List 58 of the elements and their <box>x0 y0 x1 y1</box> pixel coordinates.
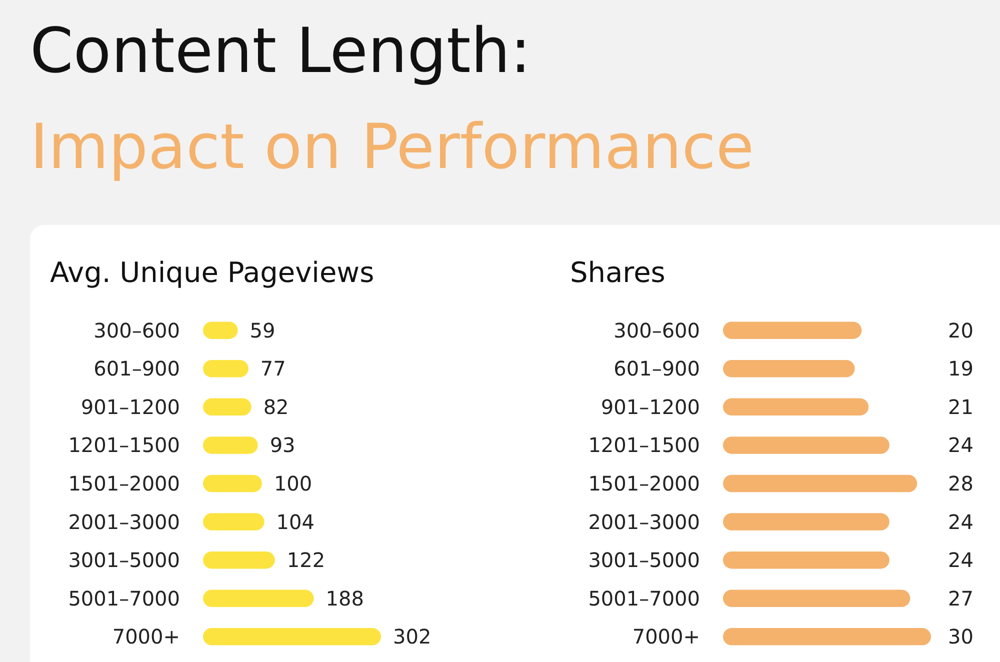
data-label: 27 <box>948 586 974 610</box>
bar <box>723 590 910 607</box>
bar <box>723 628 931 646</box>
y-tick-label: 300–600 <box>94 318 180 342</box>
y-tick-label: 3001–5000 <box>588 548 700 572</box>
bar <box>723 322 862 339</box>
data-label: 100 <box>274 472 312 496</box>
text: Content Length: <box>30 14 532 87</box>
bar <box>203 513 264 530</box>
data-label: 19 <box>948 356 974 381</box>
bar <box>203 590 314 607</box>
y-tick-label: 5001–7000 <box>588 586 700 610</box>
data-label: 28 <box>948 472 974 496</box>
data-label: 21 <box>948 394 974 419</box>
data-label: 77 <box>260 356 286 381</box>
data-label: 302 <box>393 624 432 649</box>
bar <box>203 474 262 492</box>
data-label: 24 <box>948 510 974 534</box>
bar <box>723 436 890 454</box>
y-tick-label: 601–900 <box>94 356 180 381</box>
y-tick-label: 5001–7000 <box>68 586 180 610</box>
bar <box>203 628 381 646</box>
bar <box>203 398 252 416</box>
y-tick-label: 3001–5000 <box>68 548 180 572</box>
text: Impact on Performance <box>30 110 754 183</box>
bar <box>723 551 890 569</box>
data-label: 24 <box>948 548 974 572</box>
chart-title: Shares <box>570 256 666 289</box>
y-tick-label: 300–600 <box>614 318 700 342</box>
y-tick-label: 2001–3000 <box>68 510 180 534</box>
bar <box>203 322 238 339</box>
data-label: 59 <box>250 318 276 342</box>
data-label: 122 <box>286 548 326 572</box>
y-tick-label: 1201–1500 <box>588 433 700 458</box>
data-label: 82 <box>263 394 289 419</box>
data-label: 30 <box>948 624 974 649</box>
bar <box>203 436 258 454</box>
y-tick-label: 7000+ <box>112 624 180 649</box>
data-label: 188 <box>326 586 364 610</box>
bar <box>723 513 890 530</box>
bar <box>723 474 918 492</box>
bar <box>203 360 248 378</box>
data-label: 104 <box>276 510 314 534</box>
bar <box>723 398 869 416</box>
data-label: 20 <box>948 318 974 342</box>
y-tick-label: 1201–1500 <box>68 433 180 458</box>
y-tick-label: 601–900 <box>614 356 700 381</box>
bar <box>723 360 855 378</box>
bar <box>203 551 275 569</box>
y-tick-label: 901–1200 <box>80 394 180 419</box>
chart-title: Avg. Unique Pageviews <box>50 256 374 289</box>
y-tick-label: 2001–3000 <box>588 510 700 534</box>
y-tick-label: 1501–2000 <box>588 472 700 496</box>
y-tick-label: 7000+ <box>632 624 700 649</box>
data-label: 24 <box>948 433 974 458</box>
y-tick-label: 901–1200 <box>600 394 700 419</box>
data-label: 93 <box>270 433 296 458</box>
y-tick-label: 1501–2000 <box>68 472 180 496</box>
